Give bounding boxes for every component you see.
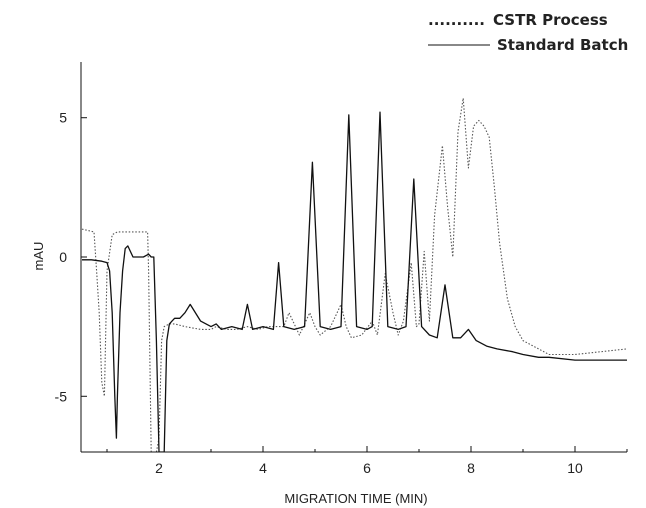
- x-tick-label: 2: [155, 460, 163, 476]
- legend-label-cstr: CSTR Process: [493, 11, 608, 29]
- x-tick-label: 4: [259, 460, 267, 476]
- y-tick-label: -5: [55, 388, 68, 404]
- series-layer: [81, 97, 627, 452]
- y-axis-title: mAU: [31, 242, 46, 271]
- x-tick-label: 6: [363, 460, 371, 476]
- x-tick-label: 10: [567, 460, 583, 476]
- series-line-standard-batch: [82, 111, 627, 452]
- x-axis-title: MIGRATION TIME (MIN): [284, 491, 427, 506]
- y-tick-label: 5: [59, 110, 67, 126]
- series-line-cstr-process: [81, 97, 627, 452]
- legend-entry-standard-batch: Standard Batch: [428, 36, 628, 54]
- y-tick-label: 0: [59, 249, 67, 265]
- ticks-layer: 2 4 6 8 10 5 0 -5: [55, 110, 628, 476]
- legend-marker-cstr: ..........: [428, 11, 485, 29]
- legend: .......... CSTR Process Standard Batch: [428, 11, 628, 54]
- legend-label-standard-batch: Standard Batch: [497, 36, 628, 54]
- x-tick-label: 8: [467, 460, 475, 476]
- legend-entry-cstr: .......... CSTR Process: [428, 11, 608, 29]
